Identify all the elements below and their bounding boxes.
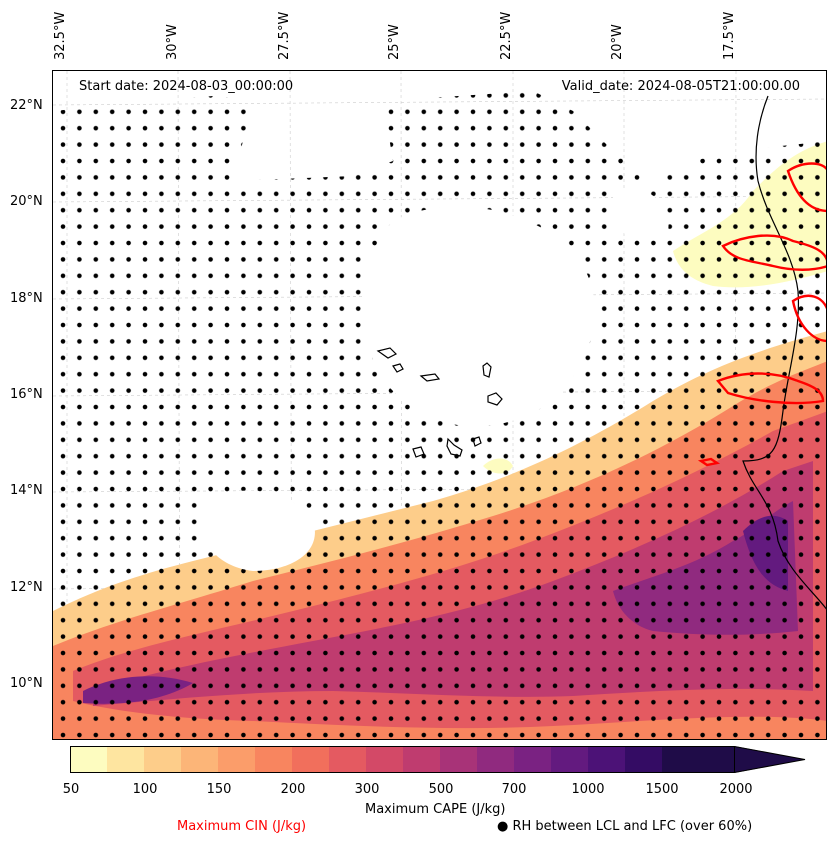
colorbar-cell (625, 746, 663, 773)
lon-label-25w: 25°W (387, 24, 402, 60)
colorbar-cell (366, 746, 404, 773)
lon-label-30w: 30°W (165, 24, 180, 60)
coastline (376, 95, 826, 610)
cb-tick: 500 (428, 782, 454, 797)
colorbar-cell (70, 746, 108, 773)
lat-label-18n: 18°N (10, 291, 43, 306)
rh-legend-label: ● RH between LCL and LFC (over 60%) (497, 819, 753, 834)
cb-tick: 150 (206, 782, 232, 797)
map-canvas (53, 71, 826, 739)
colorbar-cell (477, 746, 515, 773)
cb-tick: 300 (354, 782, 380, 797)
colorbar-label: Maximum CAPE (J/kg) (365, 802, 506, 817)
colorbar-cell (403, 746, 441, 773)
cb-tick: 1000 (571, 782, 605, 797)
lon-label-32-5w: 32.5°W (53, 11, 68, 60)
lon-label-22-5w: 22.5°W (499, 11, 514, 60)
lon-label-27-5w: 27.5°W (277, 11, 292, 60)
cin-legend-label: Maximum CIN (J/kg) (177, 819, 307, 834)
rh-gaps (200, 188, 669, 571)
cb-tick: 50 (62, 782, 80, 797)
valid-date-text: Valid_date: 2024-08-05T21:00:00.00 (561, 79, 800, 94)
cb-tick: 100 (132, 782, 158, 797)
cb-tick: 2000 (719, 782, 753, 797)
lat-label-22n: 22°N (10, 98, 43, 113)
lat-label-12n: 12°N (10, 580, 43, 595)
cin-contours (697, 162, 826, 467)
colorbar-cell (218, 746, 256, 773)
map-panel[interactable]: Start date: 2024-08-03_00:00:00 Valid_da… (52, 70, 827, 740)
cb-tick: 1500 (645, 782, 679, 797)
colorbar-cell (181, 746, 219, 773)
colorbar-cell (107, 746, 145, 773)
colorbar-cell (514, 746, 552, 773)
colorbar-cell (292, 746, 330, 773)
colorbar-cell (551, 746, 589, 773)
colorbar-cell (144, 746, 182, 773)
lat-label-16n: 16°N (10, 387, 43, 402)
cb-tick: 200 (280, 782, 306, 797)
lon-label-17-5w: 17.5°W (722, 11, 737, 60)
cape-colorbar (70, 746, 806, 773)
colorbar-cell (329, 746, 367, 773)
start-date-text: Start date: 2024-08-03_00:00:00 (79, 79, 294, 94)
colorbar-extend-arrow (734, 746, 805, 773)
lat-label-20n: 20°N (10, 194, 43, 209)
lon-label-20w: 20°W (610, 24, 625, 60)
lat-label-14n: 14°N (10, 483, 43, 498)
cb-tick: 700 (501, 782, 527, 797)
lat-label-10n: 10°N (10, 676, 43, 691)
colorbar-cell (662, 746, 735, 773)
colorbar-cell (588, 746, 626, 773)
colorbar-cell (440, 746, 478, 773)
colorbar-cell (255, 746, 293, 773)
